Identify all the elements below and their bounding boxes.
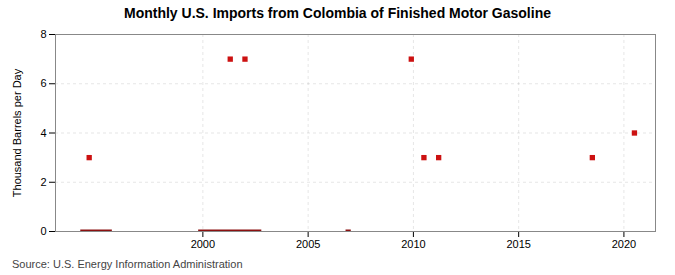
svg-text:2000: 2000: [191, 238, 215, 250]
svg-text:4: 4: [40, 127, 46, 139]
svg-text:8: 8: [40, 28, 46, 40]
svg-text:2015: 2015: [506, 238, 530, 250]
html-text:Source: U.S. Energy Informatio: Source: U.S. Energy Information Administ…: [12, 258, 243, 270]
svg-text:2: 2: [40, 176, 46, 188]
svg-text:2005: 2005: [296, 238, 320, 250]
svg-text:Thousand Barrels per Day: Thousand Barrels per Day: [11, 68, 23, 197]
svg-text:0: 0: [40, 225, 46, 237]
svg-text:2020: 2020: [612, 238, 636, 250]
svg-text:2010: 2010: [401, 238, 425, 250]
svg-text:6: 6: [40, 77, 46, 89]
html-text:Monthly U.S. Imports from Colo: Monthly U.S. Imports from Colombia of Fi…: [124, 5, 551, 21]
